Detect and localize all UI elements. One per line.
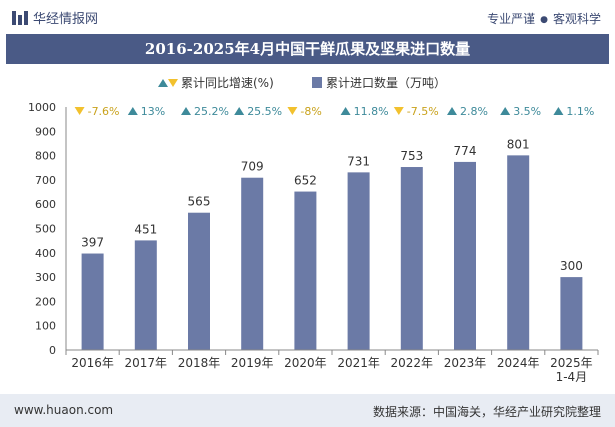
x-tick-label: 2019年 xyxy=(231,356,274,370)
growth-up-triangle xyxy=(500,107,511,115)
bar-chart: 累计同比增速(%) 累计进口数量（万吨） 0 100 200 300 400 500 600 7… xyxy=(28,75,599,384)
bar-value-label: 451 xyxy=(134,222,157,236)
tagline: 专业严谨 ● 客观科学 xyxy=(487,10,601,27)
logo-icon xyxy=(12,10,28,25)
x-tick-label: 2024年 xyxy=(497,356,540,370)
bar-value-label: 565 xyxy=(188,195,211,209)
bar xyxy=(347,172,370,350)
bar xyxy=(507,155,530,350)
growth-label: -8% xyxy=(300,105,321,118)
legend: 累计同比增速(%) 累计进口数量（万吨） xyxy=(158,75,446,90)
tagline-2: 客观科学 xyxy=(552,12,601,26)
growth-labels: -7.6% 13% 25.2% 25.5% -8% 11.8% -7.5% 2.8% 3.5% 1… xyxy=(74,105,594,118)
bar-value-label: 731 xyxy=(347,154,370,168)
growth-down-triangle xyxy=(287,107,298,115)
y-axis: 0 100 200 300 400 500 600 700 800 900 1000 xyxy=(28,101,67,357)
y-tick-label: 600 xyxy=(35,198,56,211)
growth-up-triangle xyxy=(127,107,138,115)
legend-bar-swatch xyxy=(312,77,322,88)
x-tick-label: 2022年 xyxy=(391,356,434,370)
growth-up-triangle xyxy=(181,107,191,115)
top-bar: 华经情报网 专业严谨 ● 客观科学 xyxy=(0,0,615,34)
bar-value-label: 652 xyxy=(294,174,317,188)
brand[interactable]: 华经情报网 xyxy=(12,8,98,27)
growth-up-triangle xyxy=(553,107,564,115)
y-tick-label: 500 xyxy=(35,223,56,236)
bar-value-label: 709 xyxy=(241,160,264,174)
y-tick-label: 300 xyxy=(35,271,56,284)
dot-separator: ● xyxy=(540,15,548,25)
bar xyxy=(134,240,157,350)
growth-label: 13% xyxy=(141,105,165,118)
bar-value-label: 300 xyxy=(560,259,583,273)
bar-value-label: 774 xyxy=(454,144,477,158)
growth-label: 1.1% xyxy=(566,105,594,118)
x-tick-label: 2017年 xyxy=(125,356,168,370)
x-tick-label: 2021年 xyxy=(337,356,380,370)
growth-down-triangle xyxy=(393,107,404,115)
chart-title: 2016-2025年4月中国干鲜瓜果及坚果进口数量 xyxy=(6,34,609,64)
legend-down-triangle xyxy=(168,79,178,87)
legend-up-triangle xyxy=(158,79,168,87)
x-tick-label: 2020年 xyxy=(284,356,327,370)
growth-label: -7.5% xyxy=(407,105,439,118)
growth-label: 11.8% xyxy=(354,105,389,118)
bar xyxy=(188,212,210,350)
brand-name: 华经情报网 xyxy=(33,12,99,27)
x-tick-label: 2018年 xyxy=(178,356,221,370)
bar-value-label: 397 xyxy=(81,236,104,250)
footer-source: 数据来源：中国海关，华经产业研究院整理 xyxy=(372,405,601,419)
y-tick-label: 700 xyxy=(35,174,56,187)
bar xyxy=(454,161,476,350)
x-tick-label: 2025年 xyxy=(550,356,593,370)
x-tick-label: 1-4月 xyxy=(556,370,588,384)
growth-up-triangle xyxy=(447,107,457,115)
y-tick-label: 800 xyxy=(35,150,56,163)
y-tick-label: 900 xyxy=(35,125,56,138)
growth-label: 3.5% xyxy=(513,105,541,118)
bars: 397 451 565 709 652 731 753 774 801 300 xyxy=(81,137,583,350)
bar xyxy=(81,253,104,350)
growth-down-triangle xyxy=(74,107,85,115)
x-tick-label: 2016年 xyxy=(71,356,114,370)
x-tick-label: 2023年 xyxy=(444,356,487,370)
y-tick-label: 200 xyxy=(35,295,56,308)
legend-growth-label: 累计同比增速(%) xyxy=(181,76,274,90)
bar xyxy=(560,277,583,350)
growth-up-triangle xyxy=(340,107,351,115)
tagline-1: 专业严谨 xyxy=(487,12,536,26)
y-tick-label: 100 xyxy=(35,320,56,333)
x-axis: 2016年 2017年 2018年 2019年 2020年 2021年 2022年 2023年… xyxy=(65,349,599,384)
bar xyxy=(400,167,423,350)
bar xyxy=(294,191,317,350)
growth-label: -7.6% xyxy=(88,105,120,118)
legend-volume-label: 累计进口数量（万吨） xyxy=(326,75,446,90)
footer: www.huaon.com 数据来源：中国海关，华经产业研究院整理 xyxy=(0,394,615,427)
bar-value-label: 753 xyxy=(400,149,423,163)
footer-website[interactable]: www.huaon.com xyxy=(14,403,114,417)
growth-up-triangle xyxy=(234,107,245,115)
y-tick-label: 400 xyxy=(35,247,56,260)
bar-value-label: 801 xyxy=(507,137,530,151)
growth-label: 25.5% xyxy=(247,105,282,118)
bar xyxy=(241,177,264,350)
growth-label: 25.2% xyxy=(194,105,229,118)
growth-label: 2.8% xyxy=(460,105,488,118)
y-tick-label: 0 xyxy=(49,344,56,357)
y-tick-label: 1000 xyxy=(28,101,56,114)
